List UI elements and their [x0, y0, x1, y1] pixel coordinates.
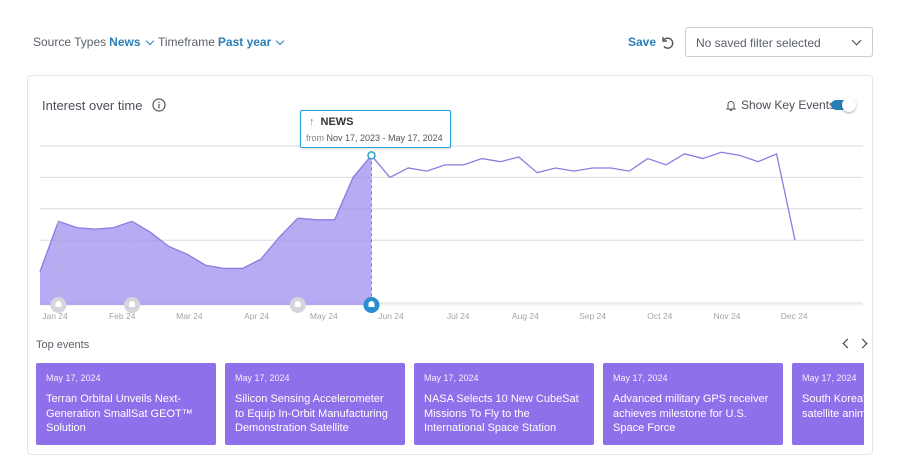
- x-tick-label: May 24: [310, 311, 338, 321]
- x-tick-label: Aug 24: [512, 311, 539, 321]
- event-headline: Advanced military GPS receiver achieves …: [613, 393, 769, 434]
- saved-filter-select[interactable]: No saved filter selected: [685, 27, 873, 57]
- filter-bar: Source Types News Timeframe Past year Sa…: [0, 0, 900, 70]
- timeframe-value: Past year: [217, 35, 272, 49]
- event-date: May 17, 2024: [235, 373, 290, 383]
- event-headline: Terran Orbital Unveils Next-Generation S…: [46, 393, 193, 434]
- x-tick-label: Oct 24: [647, 311, 672, 321]
- x-tick-label: Mar 24: [176, 311, 203, 321]
- chevron-left-icon[interactable]: [842, 338, 853, 349]
- saved-filter-value: No saved filter selected: [696, 36, 821, 50]
- arrow-up-icon: ↑: [309, 116, 315, 128]
- tooltip-from-label: from: [306, 133, 324, 143]
- event-date: May 17, 2024: [424, 373, 479, 383]
- save-button[interactable]: Save: [628, 35, 657, 49]
- event-card[interactable]: May 17, 2024 South Korea's first militar…: [792, 363, 864, 445]
- key-events-toggle[interactable]: [831, 98, 856, 112]
- tooltip-series: NEWS: [320, 116, 354, 128]
- chevron-right-icon[interactable]: [857, 338, 868, 349]
- timeframe-filter[interactable]: Timeframe Past year: [158, 35, 285, 49]
- card-title: Interest over time: [42, 98, 143, 113]
- x-tick-label: Jan 24: [42, 311, 68, 321]
- event-card[interactable]: May 17, 2024 Silicon Sensing Acceleromet…: [225, 363, 405, 445]
- event-card[interactable]: May 17, 2024 Advanced military GPS recei…: [603, 363, 783, 445]
- event-date: May 17, 2024: [802, 373, 857, 383]
- chevron-down-icon: [145, 36, 154, 45]
- timeframe-label: Timeframe: [158, 35, 215, 49]
- event-date: May 17, 2024: [613, 373, 668, 383]
- x-tick-label: Sep 24: [579, 311, 606, 321]
- interest-line: [39, 151, 796, 272]
- x-tick-label: Jul 24: [447, 311, 470, 321]
- x-tick-label: Feb 24: [109, 311, 136, 321]
- bell-icon: [55, 301, 62, 307]
- source-types-value: News: [109, 35, 141, 49]
- x-tick-label: Jun 24: [378, 311, 404, 321]
- source-types-filter[interactable]: Source Types News: [33, 35, 154, 49]
- x-tick-label: Apr 24: [244, 311, 269, 321]
- bell-icon: [129, 301, 136, 307]
- chevron-down-icon: [851, 35, 862, 46]
- tooltip-range: Nov 17, 2023 - May 17, 2024: [326, 133, 443, 143]
- undo-icon[interactable]: [659, 34, 675, 50]
- event-date: May 17, 2024: [46, 373, 101, 383]
- interest-chart[interactable]: Jan 24 Feb 24 Mar 24 Apr 24 May 24 Jun 24 Jul …: [28, 76, 874, 336]
- chevron-down-icon: [276, 36, 285, 45]
- x-tick-label: Dec 24: [781, 311, 808, 321]
- interest-card: Interest over time Show Key Events Jan 2…: [27, 75, 873, 455]
- event-headline: South Korea's first military spy satelli…: [802, 393, 864, 420]
- event-card[interactable]: May 17, 2024 NASA Selects 10 New CubeSat…: [414, 363, 594, 445]
- event-headline: Silicon Sensing Accelerometer to Equip I…: [235, 393, 388, 434]
- events-carousel: May 17, 2024 Terran Orbital Unveils Next…: [36, 363, 864, 447]
- event-headline: NASA Selects 10 New CubeSat Missions To …: [424, 393, 579, 434]
- bell-icon: [294, 301, 301, 307]
- bell-icon: [368, 301, 375, 307]
- interest-area: [40, 155, 372, 305]
- events-nav: [842, 338, 868, 349]
- bell-icon: [725, 101, 737, 111]
- info-icon[interactable]: [152, 98, 166, 112]
- source-types-label: Source Types: [33, 35, 107, 49]
- key-events-toggle-label: Show Key Events: [725, 98, 835, 112]
- toggle-knob: [842, 98, 856, 112]
- key-events-label: Show Key Events: [741, 98, 836, 112]
- highlight-point: [367, 151, 376, 160]
- top-events-heading: Top events: [36, 339, 90, 351]
- event-card[interactable]: May 17, 2024 Terran Orbital Unveils Next…: [36, 363, 216, 445]
- x-tick-label: Nov 24: [714, 311, 741, 321]
- chart-tooltip: ↑ NEWS from Nov 17, 2023 - May 17, 2024: [300, 110, 451, 148]
